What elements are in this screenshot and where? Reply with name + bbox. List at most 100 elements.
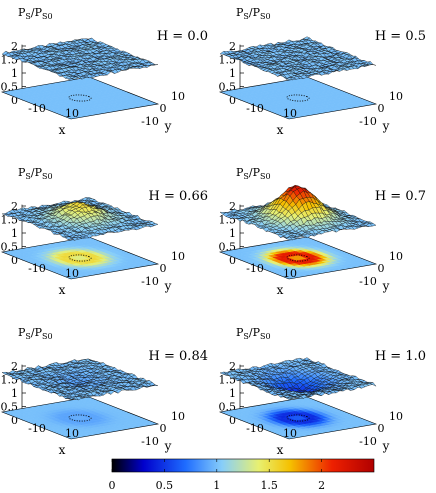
x-axis-label: x bbox=[277, 123, 284, 137]
base-outline bbox=[0, 236, 160, 280]
y-tick-label: 0 bbox=[378, 102, 385, 115]
y-tick-label: 10 bbox=[171, 250, 185, 263]
z-tick-label: 0 bbox=[229, 94, 236, 107]
surface bbox=[1, 197, 159, 241]
x-tick-label: -10 bbox=[28, 102, 46, 115]
h-label: H = 0.5 bbox=[375, 29, 426, 44]
y-axis-label: y bbox=[164, 119, 172, 133]
base-heatmap bbox=[1, 236, 159, 280]
y-tick-label: 10 bbox=[389, 90, 403, 103]
y-tick-label: 0 bbox=[160, 262, 167, 275]
x-tick-label: 10 bbox=[65, 107, 79, 120]
y-axis-label: y bbox=[382, 119, 390, 133]
x-axis-label: x bbox=[59, 123, 66, 137]
dotted-circle bbox=[286, 94, 310, 102]
x-tick-label: 10 bbox=[283, 267, 297, 280]
y-axis-label: y bbox=[382, 439, 390, 453]
y-tick-label: -10 bbox=[141, 275, 159, 288]
base-heatmap bbox=[219, 76, 377, 120]
x-axis-label: x bbox=[59, 443, 66, 457]
z-axis-label: PS/PS0 bbox=[18, 6, 53, 21]
surface bbox=[219, 185, 377, 241]
y-tick-label: -10 bbox=[141, 115, 159, 128]
x-tick-label: -10 bbox=[28, 422, 46, 435]
y-tick-label: 10 bbox=[171, 90, 185, 103]
x-axis-label: x bbox=[59, 283, 66, 297]
y-tick-label: -10 bbox=[359, 435, 377, 448]
x-tick-label: 10 bbox=[65, 267, 79, 280]
h-label: H = 0.66 bbox=[149, 189, 208, 204]
base-outline bbox=[218, 76, 378, 120]
y-tick-label: 10 bbox=[171, 410, 185, 423]
y-tick-label: 10 bbox=[389, 250, 403, 263]
x-tick-label: -10 bbox=[246, 102, 264, 115]
z-tick-label: 0 bbox=[11, 94, 18, 107]
y-axis-label: y bbox=[164, 439, 172, 453]
z-tick-label: 1 bbox=[229, 387, 236, 400]
y-tick-label: -10 bbox=[141, 435, 159, 448]
z-tick-label: 0 bbox=[11, 414, 18, 427]
h-label: H = 0.0 bbox=[157, 29, 208, 44]
x-tick-label: -10 bbox=[246, 262, 264, 275]
z-tick-label: 1 bbox=[229, 67, 236, 80]
z-tick-label: 2 bbox=[11, 200, 18, 213]
base-heatmap bbox=[1, 76, 159, 120]
y-tick-label: 0 bbox=[378, 422, 385, 435]
z-tick-label: 1 bbox=[11, 227, 18, 240]
x-tick-label: -10 bbox=[246, 422, 264, 435]
base-outline bbox=[0, 76, 160, 120]
y-tick-label: -10 bbox=[359, 275, 377, 288]
z-tick-label: 0 bbox=[229, 254, 236, 267]
z-tick-label: 2 bbox=[11, 40, 18, 53]
z-tick-label: 2 bbox=[11, 360, 18, 373]
x-tick-label: 10 bbox=[65, 427, 79, 440]
z-tick-label: 1 bbox=[11, 387, 18, 400]
surface-cell bbox=[68, 238, 75, 241]
y-tick-label: 0 bbox=[160, 102, 167, 115]
y-tick-label: 0 bbox=[160, 422, 167, 435]
y-axis-label: y bbox=[164, 279, 172, 293]
z-axis-label: PS/PS0 bbox=[236, 6, 271, 21]
x-tick-label: 10 bbox=[283, 427, 297, 440]
z-axis-label: PS/PS0 bbox=[18, 166, 53, 181]
surface-cell bbox=[68, 78, 75, 81]
x-axis-label: x bbox=[277, 283, 284, 297]
y-axis-label: y bbox=[382, 279, 390, 293]
y-tick-label: 0 bbox=[378, 262, 385, 275]
z-axis-label: PS/PS0 bbox=[236, 326, 271, 341]
base-heatmap bbox=[219, 396, 377, 440]
z-axis-label: PS/PS0 bbox=[236, 166, 271, 181]
base-outline bbox=[218, 236, 378, 280]
y-tick-label: -10 bbox=[359, 115, 377, 128]
x-axis-label: x bbox=[277, 443, 284, 457]
h-label: H = 0.84 bbox=[149, 349, 208, 364]
surface-cell bbox=[285, 236, 294, 241]
base-heatmap bbox=[219, 236, 377, 280]
dotted-circle bbox=[286, 254, 310, 262]
z-tick-label: 2 bbox=[229, 200, 236, 213]
surface-cell bbox=[285, 77, 294, 81]
surface bbox=[1, 358, 159, 401]
x-tick-label: 10 bbox=[283, 107, 297, 120]
dotted-circle bbox=[68, 254, 92, 262]
z-tick-label: 2 bbox=[229, 40, 236, 53]
z-tick-label: 1 bbox=[229, 227, 236, 240]
y-tick-label: 10 bbox=[389, 410, 403, 423]
z-tick-label: 1 bbox=[11, 67, 18, 80]
h-label: H = 0.7 bbox=[375, 189, 426, 204]
surface bbox=[1, 37, 159, 81]
dotted-circle bbox=[68, 414, 92, 422]
base-outline bbox=[0, 396, 160, 440]
dotted-circle bbox=[68, 94, 92, 102]
base-heatmap bbox=[1, 396, 159, 440]
surface bbox=[219, 36, 377, 81]
z-axis-label: PS/PS0 bbox=[18, 326, 53, 341]
x-tick-label: -10 bbox=[28, 262, 46, 275]
